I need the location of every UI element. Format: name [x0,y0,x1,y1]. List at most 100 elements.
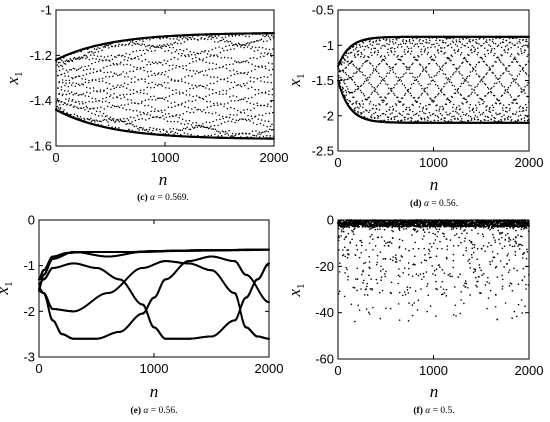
data-point [89,68,92,70]
data-point [147,82,150,85]
data-point [201,125,203,127]
data-point [408,113,410,115]
data-point [238,118,241,121]
data-point [144,119,147,121]
data-point [141,128,144,131]
data-point [124,104,126,106]
data-point [166,37,168,39]
data-point [80,118,82,120]
data-point [498,99,501,102]
data-point [229,114,231,116]
data-point [137,102,140,105]
data-point [361,100,364,102]
data-point [118,121,120,123]
data-point [393,53,395,56]
data-point [399,113,401,115]
data-point [447,78,449,81]
data-point [413,56,416,58]
data-point [244,44,247,47]
panel-d-marks [336,35,530,124]
data-point [435,39,437,42]
data-point [451,40,454,42]
data-point [166,120,169,122]
data-point [351,60,354,63]
data-point [114,121,116,124]
data-point [521,91,523,93]
data-point [443,53,445,55]
data-point [387,48,389,50]
data-point [219,51,222,54]
data-point [429,114,432,117]
data-point [380,60,383,62]
data-point [492,106,495,109]
data-point [259,133,261,136]
data-point [113,56,116,58]
data-point [100,120,102,123]
data-point [378,62,381,65]
data-point [425,71,428,73]
data-point [210,134,213,137]
data-point [115,105,117,108]
data-point [514,44,516,46]
data-point [75,92,78,95]
data-point [149,63,152,66]
data-point [91,101,94,103]
data-point [170,78,173,80]
data-point [72,77,74,80]
data-point [388,109,391,111]
data-point [125,123,127,125]
data-point [136,68,138,71]
data-point [354,88,357,91]
data-point [517,115,520,117]
data-point [231,35,234,37]
data-point [139,126,141,129]
data-point [260,52,262,54]
data-point [265,48,267,50]
data-point [250,47,252,50]
data-point [180,55,183,57]
data-point [149,95,152,98]
data-point [506,117,509,119]
data-point [119,94,121,96]
data-point [394,116,396,118]
data-point [224,130,227,133]
data-point [353,90,356,93]
data-point [352,102,355,105]
data-point [503,64,505,66]
data-point [232,114,235,116]
data-point [477,83,479,86]
data-point [259,56,262,58]
data-point [101,77,104,80]
data-point [428,76,431,78]
data-point [69,57,71,60]
data-point [182,127,185,130]
data-point [514,120,517,122]
data-point [247,87,250,90]
data-point [115,86,118,89]
data-point [246,73,248,76]
data-point [254,94,257,96]
data-point [380,80,382,82]
data-point [129,89,131,91]
data-point [421,66,424,68]
data-point [72,106,75,108]
data-point [67,100,70,102]
data-point [205,56,208,58]
data-point [232,63,234,65]
data-point [512,113,515,115]
data-point [491,104,494,106]
data-point [133,42,135,45]
data-point [475,109,478,111]
data-point [165,87,167,89]
data-point [241,61,243,63]
data-point [268,90,270,92]
data-point [371,91,373,94]
data-point [65,93,68,96]
data-point [226,116,228,118]
data-point [400,80,403,82]
data-point [115,120,117,122]
data-point [179,66,181,68]
data-point [256,57,258,60]
data-point [420,48,423,50]
